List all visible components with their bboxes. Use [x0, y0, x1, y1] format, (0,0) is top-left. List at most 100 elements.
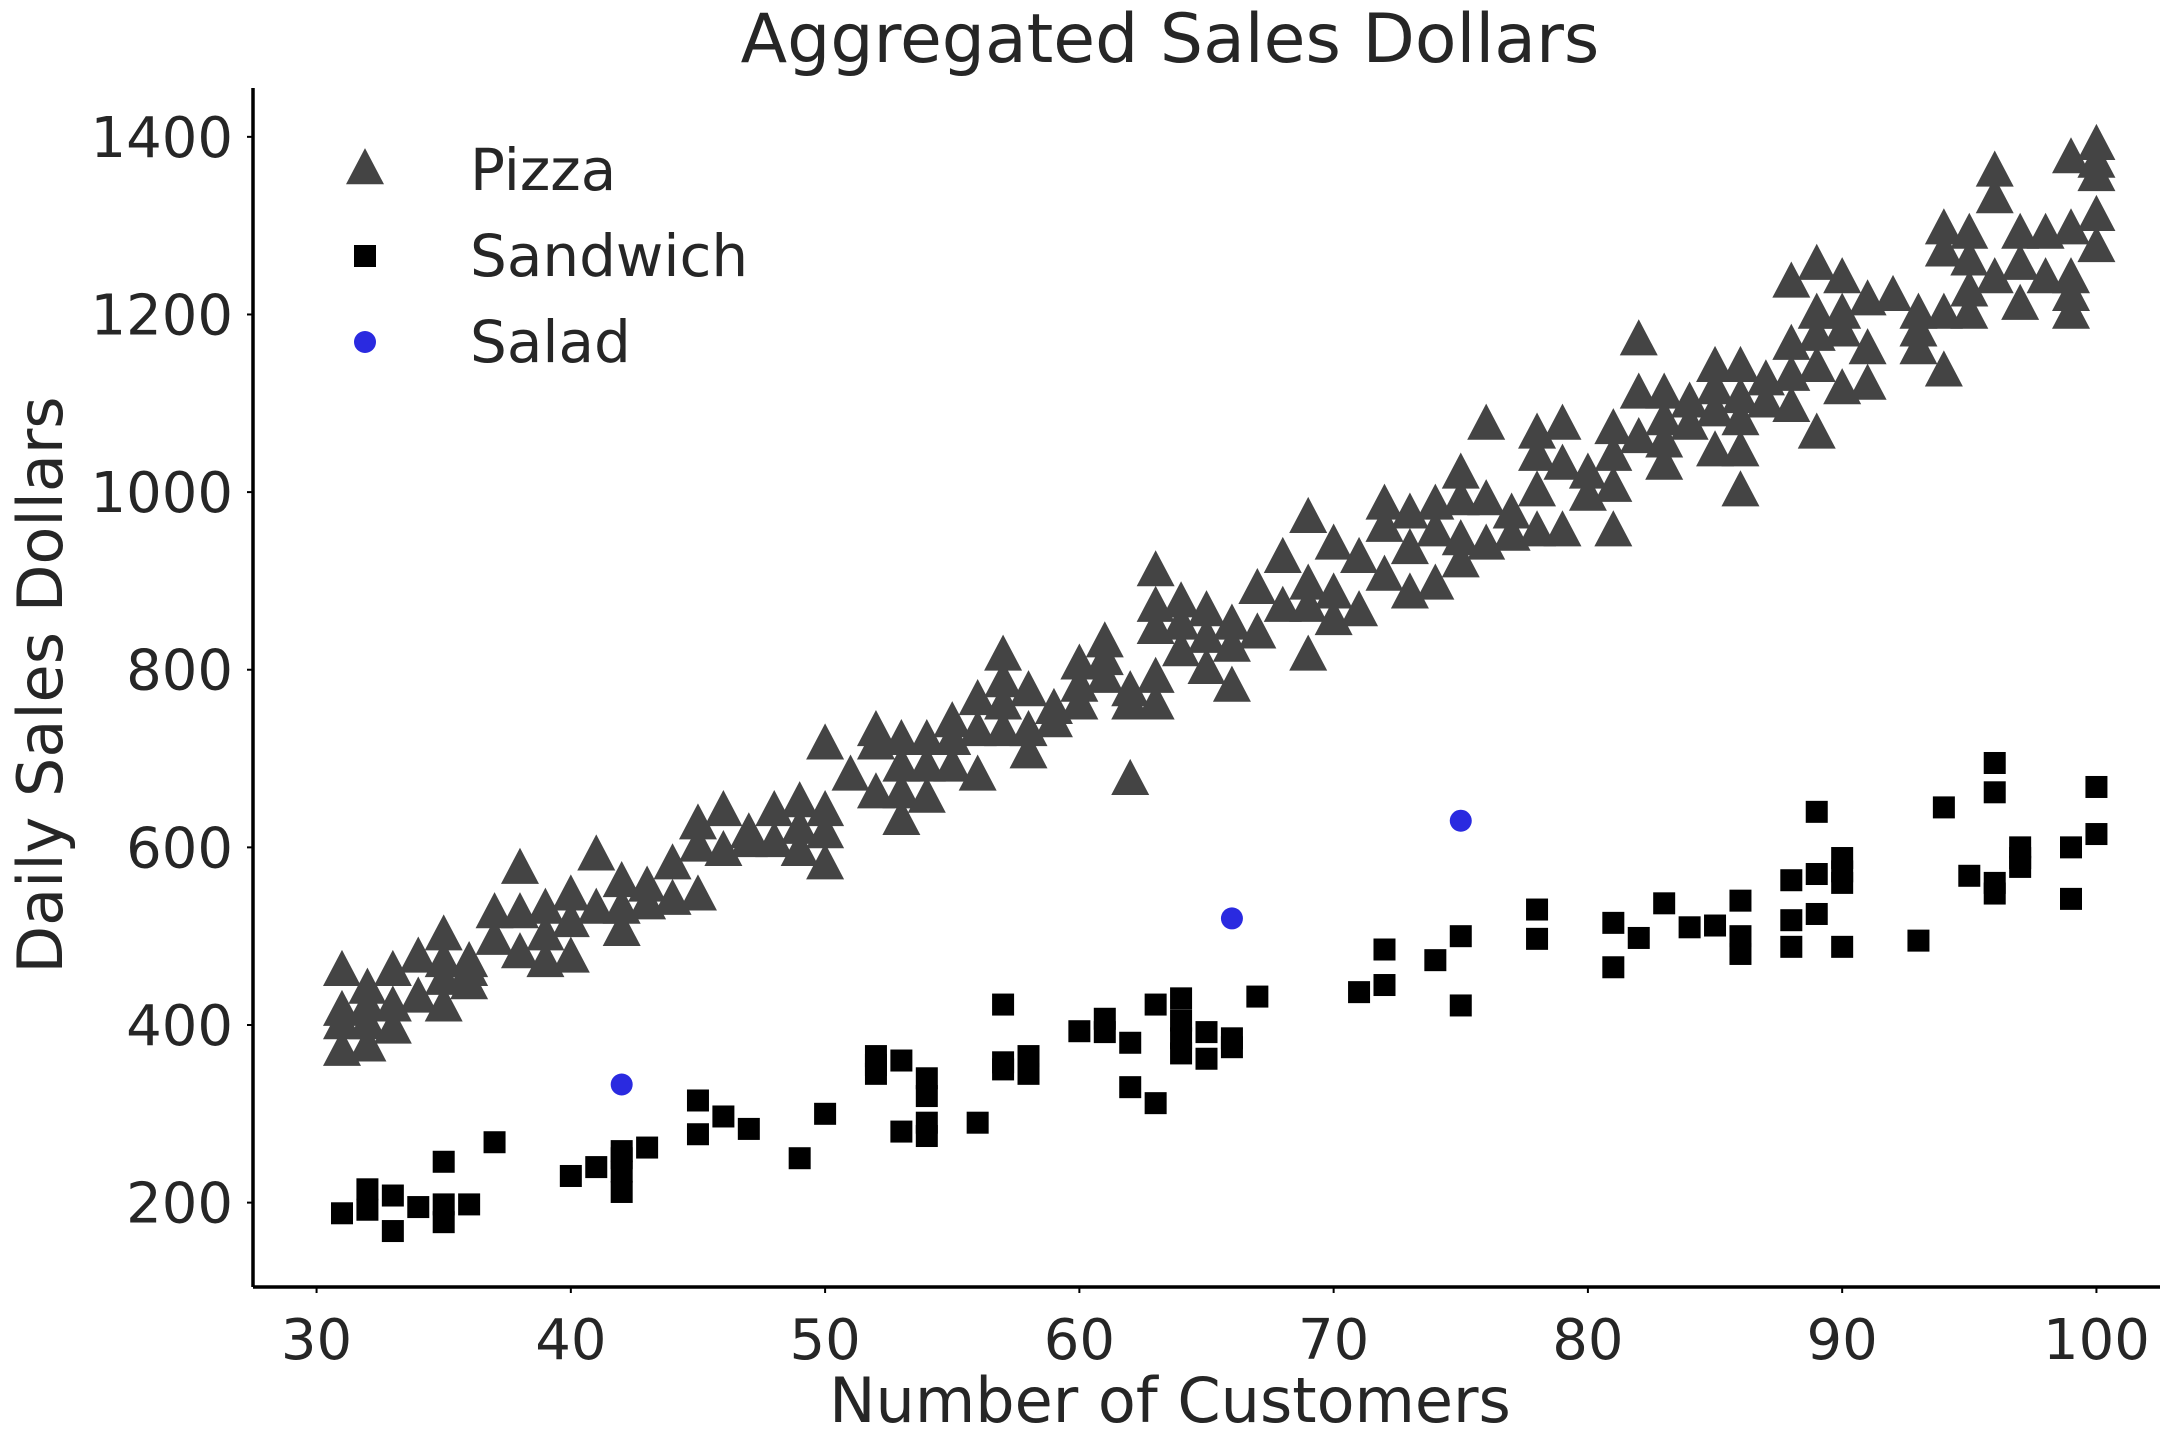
- pizza-point: [1721, 430, 1760, 467]
- pizza-point: [1543, 403, 1582, 440]
- pizza-point: [348, 967, 387, 1004]
- pizza-point: [1136, 550, 1175, 587]
- pizza-point: [1619, 319, 1658, 356]
- pizza-point: [729, 812, 768, 849]
- pizza-point: [1619, 372, 1658, 409]
- sandwich-point: [1831, 935, 1854, 958]
- pizza-point: [1924, 230, 1963, 267]
- pizza-point: [1518, 510, 1557, 547]
- pizza-point: [1162, 603, 1201, 640]
- pizza-point: [1975, 257, 2014, 294]
- sandwich-point: [1983, 781, 2006, 804]
- pizza-point: [1950, 270, 1989, 307]
- sandwich-point: [864, 1045, 887, 1068]
- sandwich-point: [432, 1193, 455, 1216]
- sandwich-point: [1805, 902, 1828, 925]
- pizza-point: [907, 776, 946, 813]
- pizza-point: [958, 754, 997, 791]
- salad-point: [1449, 809, 1472, 832]
- sandwich-point: [1170, 1027, 1193, 1050]
- pizza-point: [1721, 345, 1760, 383]
- pizza-point: [2026, 257, 2065, 294]
- sandwich-point: [814, 1102, 837, 1125]
- pizza-point: [1772, 385, 1811, 422]
- pizza-point: [1289, 585, 1328, 622]
- pizza-point: [1594, 510, 1633, 547]
- sandwich-point: [483, 1131, 506, 1154]
- pizza-point: [958, 710, 997, 747]
- pizza-point: [1238, 612, 1277, 649]
- pizza-point: [1746, 381, 1785, 418]
- sandwich-point: [1907, 929, 1930, 952]
- sandwich-point: [610, 1180, 633, 1203]
- pizza-point: [806, 723, 845, 760]
- sandwich-point: [1017, 1045, 1040, 1068]
- sandwich-point: [686, 1089, 709, 1112]
- pizza-point: [1314, 572, 1353, 609]
- pizza-point: [424, 914, 463, 951]
- pizza-point: [1645, 443, 1684, 480]
- pizza-point: [958, 678, 997, 716]
- salad-point: [610, 1073, 633, 1096]
- pizza-point: [1899, 292, 1938, 329]
- pizza-point: [577, 834, 616, 871]
- sandwich-point: [1119, 1076, 1142, 1099]
- pizza-point: [984, 683, 1023, 720]
- pizza-point: [1365, 505, 1404, 542]
- pizza-point: [882, 718, 921, 756]
- y-tick-label: 1000: [90, 461, 233, 526]
- sandwich-point: [559, 1164, 582, 1187]
- pizza-point: [1797, 412, 1836, 449]
- pizza-point: [933, 745, 972, 782]
- sandwich-point: [1729, 925, 1752, 948]
- pizza-point: [1721, 399, 1760, 436]
- sandwich-point: [1805, 800, 1828, 823]
- sandwich-point: [2060, 887, 2083, 910]
- pizza-point: [1721, 377, 1760, 414]
- sandwich-point: [1170, 987, 1193, 1010]
- pizza-point: [856, 772, 895, 809]
- sandwich-point: [788, 1147, 811, 1170]
- sandwich-point: [1729, 942, 1752, 965]
- pizza-legend-label: Pizza: [470, 136, 616, 204]
- sandwich-point: [1373, 938, 1396, 961]
- pizza-point: [1568, 452, 1607, 489]
- sandwich-point: [1195, 1021, 1218, 1044]
- pizza-point: [1924, 208, 1963, 245]
- pizza-point: [882, 772, 921, 809]
- pizza-point: [577, 887, 616, 924]
- pizza-point: [1289, 496, 1328, 534]
- pizza-point: [399, 976, 438, 1013]
- pizza-point: [1441, 541, 1480, 578]
- pizza-point: [1162, 630, 1201, 667]
- sandwich-point: [1983, 751, 2006, 774]
- pizza-point: [1950, 212, 1989, 249]
- pizza-point: [1950, 239, 1989, 276]
- pizza-point: [2001, 283, 2040, 320]
- x-tick-label: 100: [2043, 1308, 2150, 1373]
- y-tick-label: 800: [126, 639, 233, 704]
- pizza-point: [1797, 345, 1836, 383]
- sandwich-point: [686, 1123, 709, 1146]
- sandwich-point: [407, 1196, 430, 1219]
- pizza-point: [1848, 363, 1887, 400]
- x-tick-label: 80: [1552, 1308, 1623, 1373]
- pizza-point: [755, 821, 794, 858]
- pizza-point: [1441, 479, 1480, 516]
- pizza-point: [1416, 563, 1455, 600]
- y-tick-label: 200: [126, 1172, 233, 1237]
- pizza-point: [373, 1007, 412, 1044]
- pizza-point: [1340, 590, 1379, 627]
- sandwich-point: [356, 1178, 379, 1201]
- pizza-point: [678, 803, 717, 840]
- pizza-point: [551, 874, 590, 911]
- pizza-point: [1696, 368, 1735, 405]
- pizza-point: [1924, 350, 1963, 387]
- sandwich-point: [1780, 935, 1803, 958]
- pizza-point: [1009, 670, 1048, 707]
- sandwich-point: [915, 1111, 938, 1134]
- pizza-point: [1416, 510, 1455, 547]
- pizza-point: [1670, 381, 1709, 418]
- pizza-point: [2052, 257, 2091, 294]
- y-axis-label: Daily Sales Dollars: [4, 396, 77, 973]
